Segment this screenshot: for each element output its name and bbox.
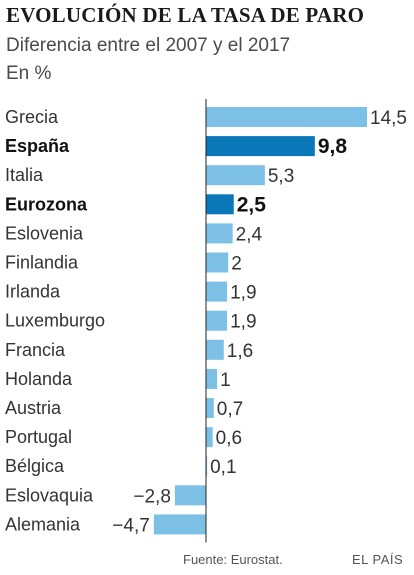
bar: [206, 339, 224, 360]
value-label: 1,6: [227, 341, 253, 362]
bar: [206, 310, 228, 331]
value-label: 9,8: [318, 135, 348, 158]
bar: [206, 165, 265, 186]
bar: [206, 136, 315, 157]
publisher-brand: EL PAÍS: [352, 552, 404, 567]
category-label: Bélgica: [5, 456, 65, 476]
chart-title: EVOLUCIÓN DE LA TASA DE PARO: [6, 3, 365, 27]
category-label: Eslovaquia: [5, 485, 94, 505]
value-label: −2,8: [133, 486, 171, 507]
value-label: 1,9: [230, 312, 256, 333]
category-label: Grecia: [5, 107, 59, 127]
value-label: 5,3: [268, 166, 294, 187]
source-note: Fuente: Eurostat.: [183, 552, 283, 567]
value-label: 0,7: [217, 399, 243, 420]
category-label: Finlandia: [5, 253, 79, 273]
category-label: Holanda: [5, 369, 73, 389]
value-label: 1: [220, 370, 231, 391]
bar: [206, 281, 228, 302]
category-label: Luxemburgo: [5, 311, 105, 331]
bar: [174, 485, 206, 506]
bar: [206, 107, 367, 127]
value-label: 2: [231, 254, 242, 275]
value-label: 0,1: [210, 457, 236, 478]
category-label: Francia: [5, 340, 66, 360]
bar: [153, 514, 206, 535]
value-label: 1,9: [230, 283, 256, 304]
bar: [206, 368, 218, 389]
chart-subtitle: Diferencia entre el 2007 y el 2017: [6, 35, 291, 56]
category-label: Irlanda: [5, 282, 61, 302]
value-label: 14,5: [370, 108, 407, 129]
bar: [206, 194, 234, 215]
value-label: −4,7: [112, 515, 150, 536]
category-label: España: [5, 136, 70, 156]
category-label: Eurozona: [5, 194, 88, 214]
category-label: Alemania: [5, 514, 81, 534]
units-label: En %: [6, 63, 52, 84]
value-label: 2,5: [237, 193, 267, 216]
category-label: Austria: [5, 398, 62, 418]
bar: [206, 252, 229, 273]
bar: [206, 398, 214, 418]
value-label: 0,6: [216, 428, 242, 449]
category-label: Eslovenia: [5, 223, 84, 243]
bar: [206, 427, 213, 448]
bar: [206, 456, 208, 477]
value-label: 2,4: [236, 224, 263, 245]
bar: [206, 223, 233, 244]
category-label: Portugal: [5, 427, 72, 447]
category-label: Italia: [5, 165, 44, 185]
